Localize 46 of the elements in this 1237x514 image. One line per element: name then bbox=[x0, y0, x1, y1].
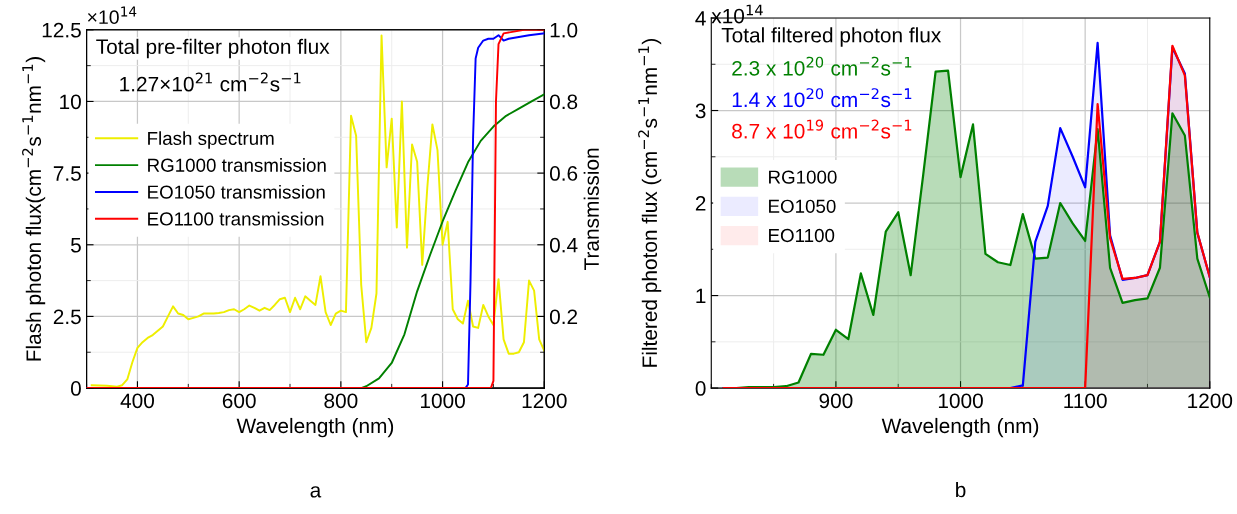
x-axis-title: Wavelength (nm) bbox=[236, 417, 394, 438]
legend-label: EO1100 transmission bbox=[148, 211, 324, 226]
y-tick-label: 0 bbox=[70, 381, 81, 396]
y-tick-label: 10 bbox=[60, 94, 81, 110]
y-axis-title: Filtered photon flux (cm$^{−2}$s$^{−1}$nm$^{−1}$) bbox=[638, 38, 662, 367]
annotation: 1.27×10$^{21}$ cm$^{−2}$s$^{−1}$ bbox=[120, 72, 301, 92]
annotation: 1.4 x 10$^{20}$ cm$^{−2}$s$^{−1}$ bbox=[732, 88, 912, 108]
x-tick-label: 1000 bbox=[938, 393, 983, 409]
y-axis-title: Flash photon flux(cm$^{−2}$s$^{−1}$nm$^{−1}$) bbox=[22, 57, 46, 361]
y-tick-label: 0 bbox=[695, 381, 706, 396]
legend-label: EO1100 bbox=[769, 228, 835, 243]
legend-label: EO1050 bbox=[769, 199, 836, 213]
x-tick-label: 800 bbox=[324, 393, 358, 409]
x-tick-label: 1100 bbox=[1064, 393, 1107, 409]
x-tick-label: 900 bbox=[819, 393, 853, 409]
x-tick-label: 1000 bbox=[420, 393, 465, 409]
y-tick-label: 3 bbox=[695, 103, 706, 119]
y-tick-label: 5 bbox=[70, 237, 81, 253]
legend-label: RG1000 transmission bbox=[148, 158, 326, 172]
annotation: Total pre-filter photon flux bbox=[96, 38, 330, 59]
annotation: 2.3 x 10$^{20}$ cm$^{−2}$s$^{−1}$ bbox=[732, 56, 912, 76]
annotation: Total filtered photon flux bbox=[721, 27, 942, 47]
annotation: 8.7 x 10$^{19}$ cm$^{−2}$s$^{−1}$ bbox=[732, 119, 912, 139]
y-tick-label: 2 bbox=[695, 196, 706, 211]
x-tick-label: 1200 bbox=[522, 393, 567, 409]
x-tick-label: 600 bbox=[222, 393, 256, 409]
text: a bbox=[310, 486, 322, 498]
y2-tick-label: 0.8 bbox=[549, 94, 578, 110]
y-tick-label: 2.5 bbox=[53, 309, 81, 325]
x-axis-title: Wavelength (nm) bbox=[881, 417, 1039, 438]
y-tick-label: 7.5 bbox=[53, 166, 81, 181]
y2-tick-label: 0.2 bbox=[549, 309, 578, 325]
y2-tick-label: 1.0 bbox=[550, 22, 578, 38]
legend-label: Flash spectrum bbox=[148, 131, 274, 149]
text: ×10$^{14}$ bbox=[87, 6, 137, 25]
x-tick-label: 400 bbox=[120, 393, 155, 409]
y2-tick-label: 0.4 bbox=[549, 237, 578, 253]
y-tick-label: 12.5 bbox=[42, 22, 81, 38]
text: b bbox=[956, 481, 966, 498]
y-tick-label: 4 bbox=[695, 11, 706, 26]
y2-axis-title: Transmission bbox=[583, 148, 599, 271]
legend-label: EO1050 transmission bbox=[148, 184, 325, 199]
y2-tick-label: 0.6 bbox=[549, 166, 578, 181]
x-tick-label: 1200 bbox=[1188, 393, 1233, 409]
y-tick-label: 1 bbox=[696, 288, 706, 304]
legend-label: RG1000 bbox=[769, 170, 837, 184]
